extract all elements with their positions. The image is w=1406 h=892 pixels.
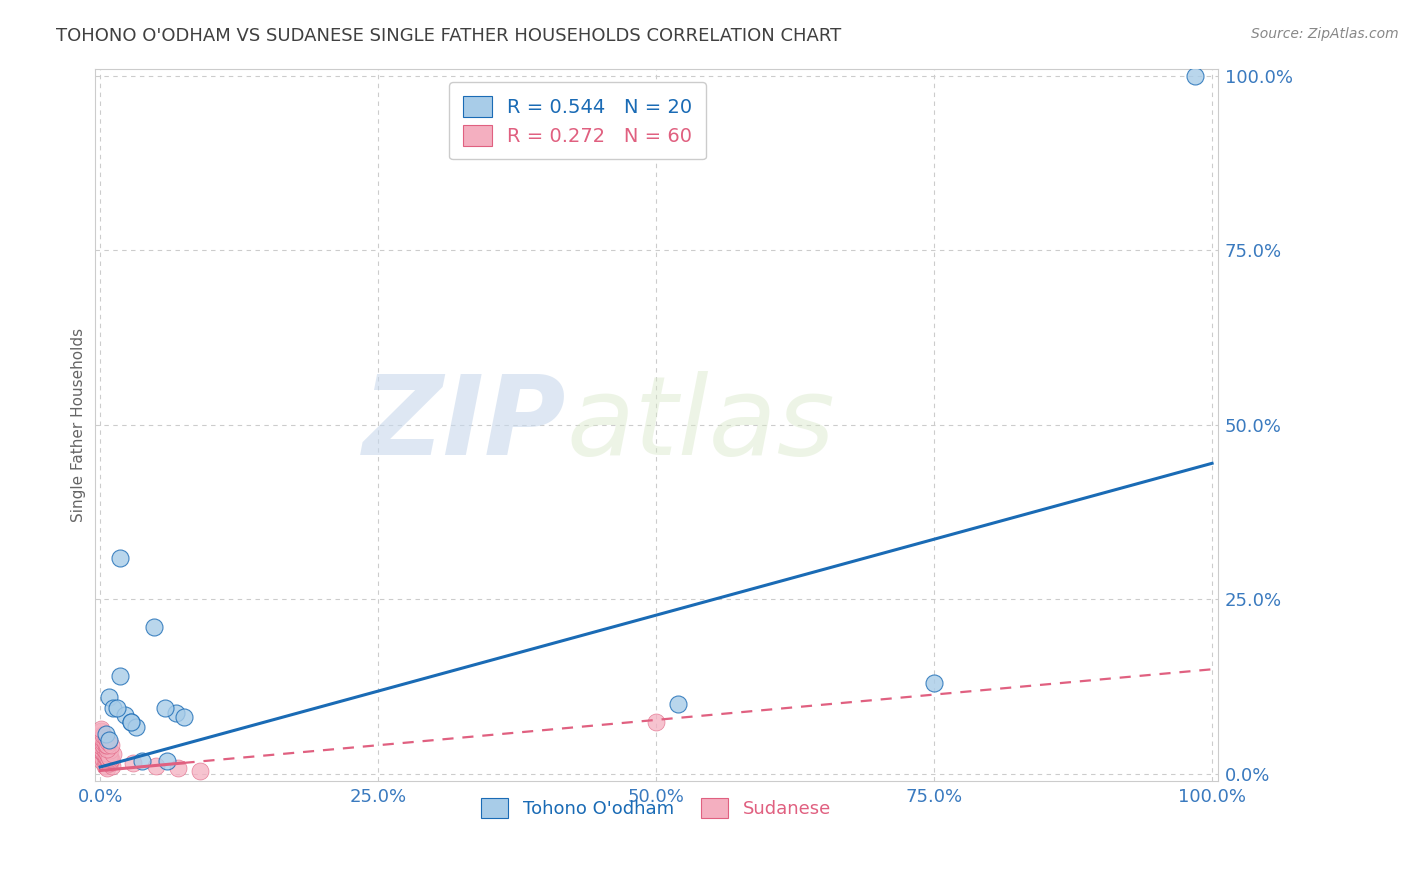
Point <box>100 752 122 766</box>
Point <box>108 550 131 565</box>
Point <box>90 724 112 739</box>
Point <box>93 752 115 766</box>
Point <box>90 728 112 742</box>
Point <box>98 752 121 766</box>
Point <box>97 735 120 749</box>
Point <box>94 755 117 769</box>
Point <box>94 748 117 763</box>
Point <box>93 742 115 756</box>
Point <box>108 669 131 683</box>
Point <box>142 620 165 634</box>
Point <box>90 742 112 756</box>
Point <box>188 764 211 779</box>
Point <box>91 755 114 769</box>
Y-axis label: Single Father Households: Single Father Households <box>72 328 86 522</box>
Point <box>96 761 118 775</box>
Point <box>96 746 118 760</box>
Point <box>93 736 115 750</box>
Point <box>96 742 118 756</box>
Point <box>93 735 115 749</box>
Point <box>97 752 120 766</box>
Point <box>90 735 112 749</box>
Point <box>91 739 114 753</box>
Point <box>93 739 115 753</box>
Point <box>666 697 689 711</box>
Text: Source: ZipAtlas.com: Source: ZipAtlas.com <box>1251 27 1399 41</box>
Point <box>96 752 118 766</box>
Point <box>96 739 118 754</box>
Point <box>120 714 142 729</box>
Point <box>120 714 142 729</box>
Point <box>156 755 179 769</box>
Point <box>94 726 117 740</box>
Point <box>98 749 121 764</box>
Point <box>645 714 668 729</box>
Point <box>91 731 114 746</box>
Point <box>131 755 153 769</box>
Point <box>98 743 121 757</box>
Point <box>98 751 121 765</box>
Text: TOHONO O'ODHAM VS SUDANESE SINGLE FATHER HOUSEHOLDS CORRELATION CHART: TOHONO O'ODHAM VS SUDANESE SINGLE FATHER… <box>56 27 841 45</box>
Point <box>93 728 115 742</box>
Point <box>98 756 121 770</box>
Point <box>103 700 125 714</box>
Point <box>90 739 112 753</box>
Point <box>153 700 176 714</box>
Point <box>114 707 136 722</box>
Point <box>97 748 120 763</box>
Point <box>167 761 190 775</box>
Point <box>98 756 121 770</box>
Point <box>173 710 195 724</box>
Point <box>91 745 114 759</box>
Point <box>93 742 115 756</box>
Point <box>97 752 120 766</box>
Point <box>1184 69 1206 83</box>
Point <box>98 756 121 770</box>
Point <box>94 739 117 753</box>
Point <box>93 748 115 763</box>
Point <box>90 731 112 746</box>
Text: ZIP: ZIP <box>363 371 567 478</box>
Point <box>97 747 120 762</box>
Point <box>98 733 121 747</box>
Point <box>165 706 187 720</box>
Point <box>145 759 167 773</box>
Point <box>96 745 118 759</box>
Point <box>90 722 112 736</box>
Point <box>100 739 122 753</box>
Point <box>93 735 115 749</box>
Point <box>93 745 115 759</box>
Point <box>94 748 117 763</box>
Text: atlas: atlas <box>567 371 835 478</box>
Point <box>93 740 115 755</box>
Point <box>101 759 124 773</box>
Point <box>122 756 145 770</box>
Point <box>90 749 112 764</box>
Point <box>922 676 945 690</box>
Point <box>125 719 148 733</box>
Point <box>98 748 121 763</box>
Point <box>96 739 118 753</box>
Legend: Tohono O'odham, Sudanese: Tohono O'odham, Sudanese <box>474 791 838 825</box>
Point <box>105 700 128 714</box>
Point <box>94 744 117 758</box>
Point <box>94 731 117 746</box>
Point <box>98 690 121 705</box>
Point <box>93 742 115 756</box>
Point <box>93 758 115 772</box>
Point <box>103 747 125 761</box>
